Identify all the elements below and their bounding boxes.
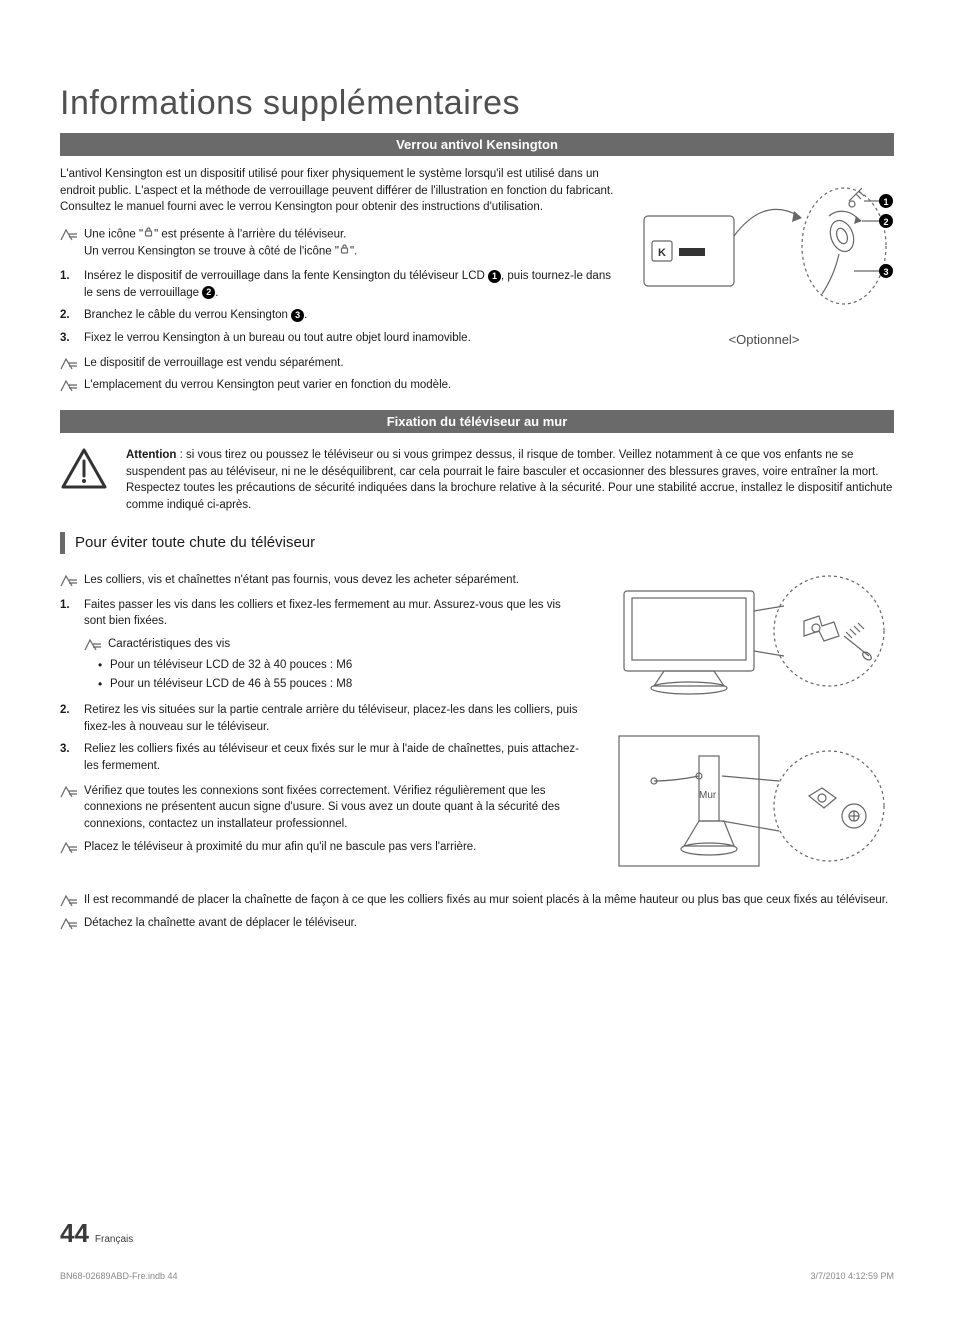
section2-note7: Il est recommandé de placer la chaînette… bbox=[60, 892, 894, 909]
step-1: Insérez le dispositif de verrouillage da… bbox=[60, 268, 614, 301]
section2-note6: Placez le téléviseur à proximité du mur … bbox=[60, 839, 584, 856]
note-icon bbox=[60, 894, 78, 908]
warning-text: Attention : si vous tirez ou poussez le … bbox=[126, 447, 894, 514]
t: Insérez le dispositif de verrouillage da… bbox=[84, 270, 488, 282]
section-bar-fixation: Fixation du téléviseur au mur bbox=[60, 410, 894, 433]
section2-figure-col: Mur bbox=[604, 566, 894, 886]
section-bar-kensington: Verrou antivol Kensington bbox=[60, 133, 894, 156]
svg-text:2: 2 bbox=[883, 217, 888, 227]
s2-step-3: Reliez les colliers fixés au téléviseur … bbox=[60, 741, 584, 774]
note-icon bbox=[60, 357, 78, 371]
t: Un verrou Kensington se trouve à côté de… bbox=[84, 245, 339, 257]
kensington-figure: K bbox=[634, 166, 894, 326]
section1-note2: Le dispositif de verrouillage est vendu … bbox=[60, 355, 614, 372]
warning-box: Attention : si vous tirez ou poussez le … bbox=[60, 447, 894, 514]
t: Caractéristiques des vis bbox=[108, 636, 230, 653]
t: " est présente à l'arrière du téléviseur… bbox=[154, 228, 346, 240]
section1-note3: L'emplacement du verrou Kensington peut … bbox=[60, 377, 614, 394]
t: Faites passer les vis dans les colliers … bbox=[84, 599, 561, 628]
t: . bbox=[304, 309, 307, 321]
note-icon bbox=[60, 917, 78, 931]
subheading-row: Pour éviter toute chute du téléviseur bbox=[60, 532, 894, 554]
section1-figure-col: K bbox=[634, 166, 894, 400]
t: Fixez le verrou Kensington à un bureau o… bbox=[84, 330, 471, 347]
note-icon bbox=[60, 841, 78, 855]
step-2: Branchez le câble du verrou Kensington 3… bbox=[60, 307, 614, 324]
note-text: L'emplacement du verrou Kensington peut … bbox=[84, 377, 614, 394]
svg-text:1: 1 bbox=[883, 197, 888, 207]
note-text: Détachez la chaînette avant de déplacer … bbox=[84, 915, 894, 932]
bullet-1: Pour un téléviseur LCD de 32 à 40 pouces… bbox=[98, 657, 584, 674]
section1-row: L'antivol Kensington est un dispositif u… bbox=[60, 166, 894, 400]
t: Reliez les colliers fixés au téléviseur … bbox=[84, 741, 584, 774]
note-icon bbox=[60, 574, 78, 588]
page-title: Informations supplémentaires bbox=[60, 84, 894, 123]
section2-note8: Détachez la chaînette avant de déplacer … bbox=[60, 915, 894, 932]
screw-bullets: Pour un téléviseur LCD de 32 à 40 pouces… bbox=[98, 657, 584, 693]
t: Branchez le câble du verrou Kensington bbox=[84, 309, 291, 321]
page-language: Français bbox=[95, 1234, 133, 1245]
note-text: Le dispositif de verrouillage est vendu … bbox=[84, 355, 614, 372]
t: Retirez les vis situées sur la partie ce… bbox=[84, 702, 584, 735]
lock-icon bbox=[143, 226, 154, 243]
lock-icon bbox=[339, 243, 350, 260]
section2-text-col: Les colliers, vis et chaînettes n'étant … bbox=[60, 566, 584, 886]
t: . bbox=[215, 287, 218, 299]
note-text: Une icône " " est présente à l'arrière du… bbox=[84, 226, 614, 260]
warning-icon bbox=[60, 447, 108, 496]
note-text: Les colliers, vis et chaînettes n'étant … bbox=[84, 572, 584, 589]
subheading: Pour éviter toute chute du téléviseur bbox=[75, 534, 315, 551]
callout-3: 3 bbox=[291, 309, 304, 322]
section2-row: Les colliers, vis et chaînettes n'étant … bbox=[60, 566, 894, 886]
svg-text:3: 3 bbox=[883, 267, 888, 277]
page-number-box: 44 Français bbox=[60, 1218, 178, 1249]
section1-steps: Insérez le dispositif de verrouillage da… bbox=[60, 268, 614, 347]
note-icon bbox=[60, 379, 78, 393]
note-text: Il est recommandé de placer la chaînette… bbox=[84, 892, 894, 909]
t: Une icône " bbox=[84, 228, 143, 240]
svg-text:Mur: Mur bbox=[699, 790, 717, 801]
note-icon bbox=[60, 785, 78, 799]
attention-body: : si vous tirez ou poussez le téléviseur… bbox=[126, 449, 892, 511]
s2-step-1: Faites passer les vis dans les colliers … bbox=[60, 597, 584, 696]
subheading-bar bbox=[60, 532, 65, 554]
section2-note5: Vérifiez que toutes les connexions sont … bbox=[60, 783, 584, 833]
t: ". bbox=[350, 245, 357, 257]
section2-note4: Les colliers, vis et chaînettes n'étant … bbox=[60, 572, 584, 589]
footer-file: BN68-02689ABD-Fre.indb 44 bbox=[60, 1271, 178, 1281]
wall-figure-2: Mur bbox=[604, 726, 894, 886]
note-icon bbox=[60, 228, 78, 242]
page-number: 44 bbox=[60, 1218, 89, 1249]
section1-note1: Une icône " " est présente à l'arrière du… bbox=[60, 226, 614, 260]
step-3: Fixez le verrou Kensington à un bureau o… bbox=[60, 330, 614, 347]
section2-steps: Faites passer les vis dans les colliers … bbox=[60, 597, 584, 775]
attention-label: Attention bbox=[126, 449, 176, 461]
wall-figure-1 bbox=[604, 566, 894, 716]
section1-intro: L'antivol Kensington est un dispositif u… bbox=[60, 166, 614, 216]
page: Informations supplémentaires Verrou anti… bbox=[0, 0, 954, 1321]
s2-step1-subnote: Caractéristiques des vis bbox=[84, 636, 584, 653]
note-text: Placez le téléviseur à proximité du mur … bbox=[84, 839, 584, 856]
figure-caption-optionnel: <Optionnel> bbox=[634, 332, 894, 347]
note-text: Vérifiez que toutes les connexions sont … bbox=[84, 783, 584, 833]
s2-step-2: Retirez les vis situées sur la partie ce… bbox=[60, 702, 584, 735]
callout-1: 1 bbox=[488, 270, 501, 283]
svg-text:K: K bbox=[658, 247, 666, 259]
page-footer: 44 Français BN68-02689ABD-Fre.indb 44 3/… bbox=[60, 1218, 894, 1281]
callout-2: 2 bbox=[202, 286, 215, 299]
section1-text-col: L'antivol Kensington est un dispositif u… bbox=[60, 166, 614, 400]
bullet-2: Pour un téléviseur LCD de 46 à 55 pouces… bbox=[98, 676, 584, 693]
footer-timestamp: 3/7/2010 4:12:59 PM bbox=[810, 1271, 894, 1281]
note-icon bbox=[84, 638, 102, 652]
